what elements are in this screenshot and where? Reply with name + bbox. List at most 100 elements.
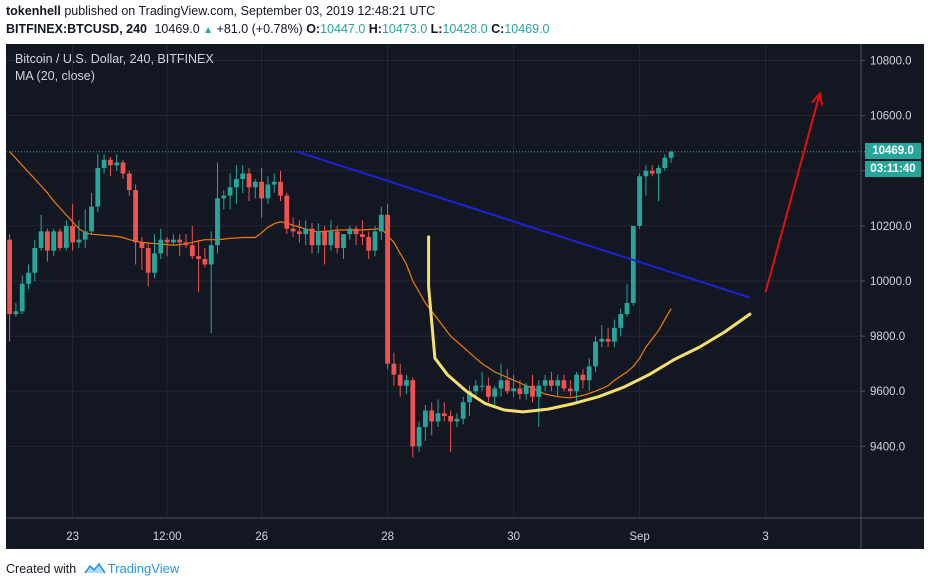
candle-body [171, 239, 176, 243]
time-tick-label: 3 [762, 531, 768, 543]
candle-body [649, 170, 655, 174]
candle-body [297, 231, 302, 235]
close-label: C: [491, 22, 505, 36]
candle-body [57, 231, 63, 248]
candle-body [435, 413, 441, 422]
candle-body [95, 168, 101, 207]
candle-body [189, 245, 195, 257]
candle-body [454, 418, 460, 422]
candle-body [284, 195, 290, 229]
candle-body [177, 239, 183, 243]
candle-body [309, 228, 315, 246]
candle-body [114, 162, 120, 166]
time-tick-label: 23 [66, 531, 79, 543]
price-change: +81.0 (+0.78%) [216, 22, 303, 36]
candle-body [215, 198, 220, 246]
cup-pattern-curve [427, 235, 752, 414]
candle-body [530, 385, 535, 397]
candle-body [517, 388, 523, 394]
candle-body [448, 416, 453, 422]
candle-body [366, 236, 372, 251]
candle-body [561, 380, 567, 389]
candle-body [416, 427, 422, 447]
created-with-label: Created with [6, 562, 77, 576]
candle-body [19, 283, 25, 312]
candle-body [347, 228, 353, 235]
chart-background [6, 44, 924, 549]
candle-body [656, 168, 661, 174]
candle-body [227, 187, 233, 196]
low-label: L: [430, 22, 443, 36]
breakout-arrowhead [811, 91, 823, 106]
price-tick-label: 10600.0 [870, 111, 912, 123]
candle-body [158, 239, 164, 254]
last-price-tag: 10469.0 [865, 142, 921, 159]
candle-body [259, 181, 264, 199]
candle-body [624, 303, 630, 315]
low-value: 10428.0 [442, 22, 488, 36]
candle-body [108, 159, 113, 166]
price-chart[interactable]: 9400.09600.09800.010000.010200.010400.01… [6, 44, 924, 549]
candle-body [441, 413, 447, 417]
candle-body [196, 256, 201, 259]
candle-body [618, 314, 624, 328]
candle-body [133, 190, 138, 243]
publish-line: tokenhell published on TradingView.com, … [6, 4, 435, 18]
candle-body [76, 239, 82, 243]
candle-body [385, 214, 390, 364]
candle-body [574, 374, 579, 392]
candle-body [341, 234, 346, 248]
candle-body [504, 380, 510, 392]
candle-body [637, 176, 642, 226]
candle-body [555, 380, 561, 386]
candle-body [567, 388, 573, 392]
candle-body [101, 159, 107, 169]
candle-body [265, 184, 271, 199]
candle-body [511, 388, 516, 392]
ma-legend[interactable]: MA (20, close) [15, 69, 95, 83]
candle-body [612, 327, 617, 342]
candle-body [378, 214, 384, 232]
candle-body [315, 231, 321, 246]
symbol-label: BITFINEX:BTCUSD, 240 [6, 22, 147, 36]
price-tick-label: 10200.0 [870, 221, 912, 233]
publisher-name[interactable]: tokenhell [6, 4, 61, 18]
candle-body [13, 311, 19, 315]
candle-body [252, 181, 258, 188]
candle-body [303, 228, 309, 235]
time-tick-label: 28 [381, 531, 394, 543]
countdown-tag: 03:11:40 [865, 160, 921, 177]
candle-body [322, 231, 327, 246]
candle-body [70, 225, 75, 243]
candle-body [290, 228, 296, 232]
time-tick-label: 12:00 [153, 531, 182, 543]
candle-body [126, 173, 132, 191]
candle-body [429, 410, 435, 422]
candle-body [164, 239, 170, 243]
candle-body [542, 380, 548, 386]
candle-body [221, 195, 227, 199]
candle-body [208, 245, 214, 265]
candle-body [473, 385, 479, 392]
price-tick-label: 9400.0 [870, 441, 905, 453]
time-tick-label: Sep [629, 531, 649, 543]
candle-body [360, 234, 365, 237]
candle-body [549, 380, 554, 386]
high-value: 10473.0 [381, 22, 428, 36]
tradingview-logo-icon [84, 562, 106, 574]
candle-body [397, 374, 403, 386]
candle-body [334, 231, 340, 248]
candle-body [372, 231, 378, 251]
candle-body [51, 231, 57, 251]
candle-body [662, 157, 668, 169]
triangle-up-icon: ▲ [203, 25, 214, 36]
moving-average-line [9, 151, 672, 399]
candle-body [523, 385, 529, 394]
price-tick-label: 10800.0 [870, 56, 912, 68]
candle-body [404, 380, 409, 386]
candle-body [271, 181, 277, 185]
chart-area[interactable]: 9400.09600.09800.010000.010200.010400.01… [6, 44, 924, 549]
tradingview-brand-link[interactable]: TradingView [107, 561, 180, 576]
last-price: 10469.0 [154, 22, 200, 36]
candle-body [120, 162, 126, 174]
